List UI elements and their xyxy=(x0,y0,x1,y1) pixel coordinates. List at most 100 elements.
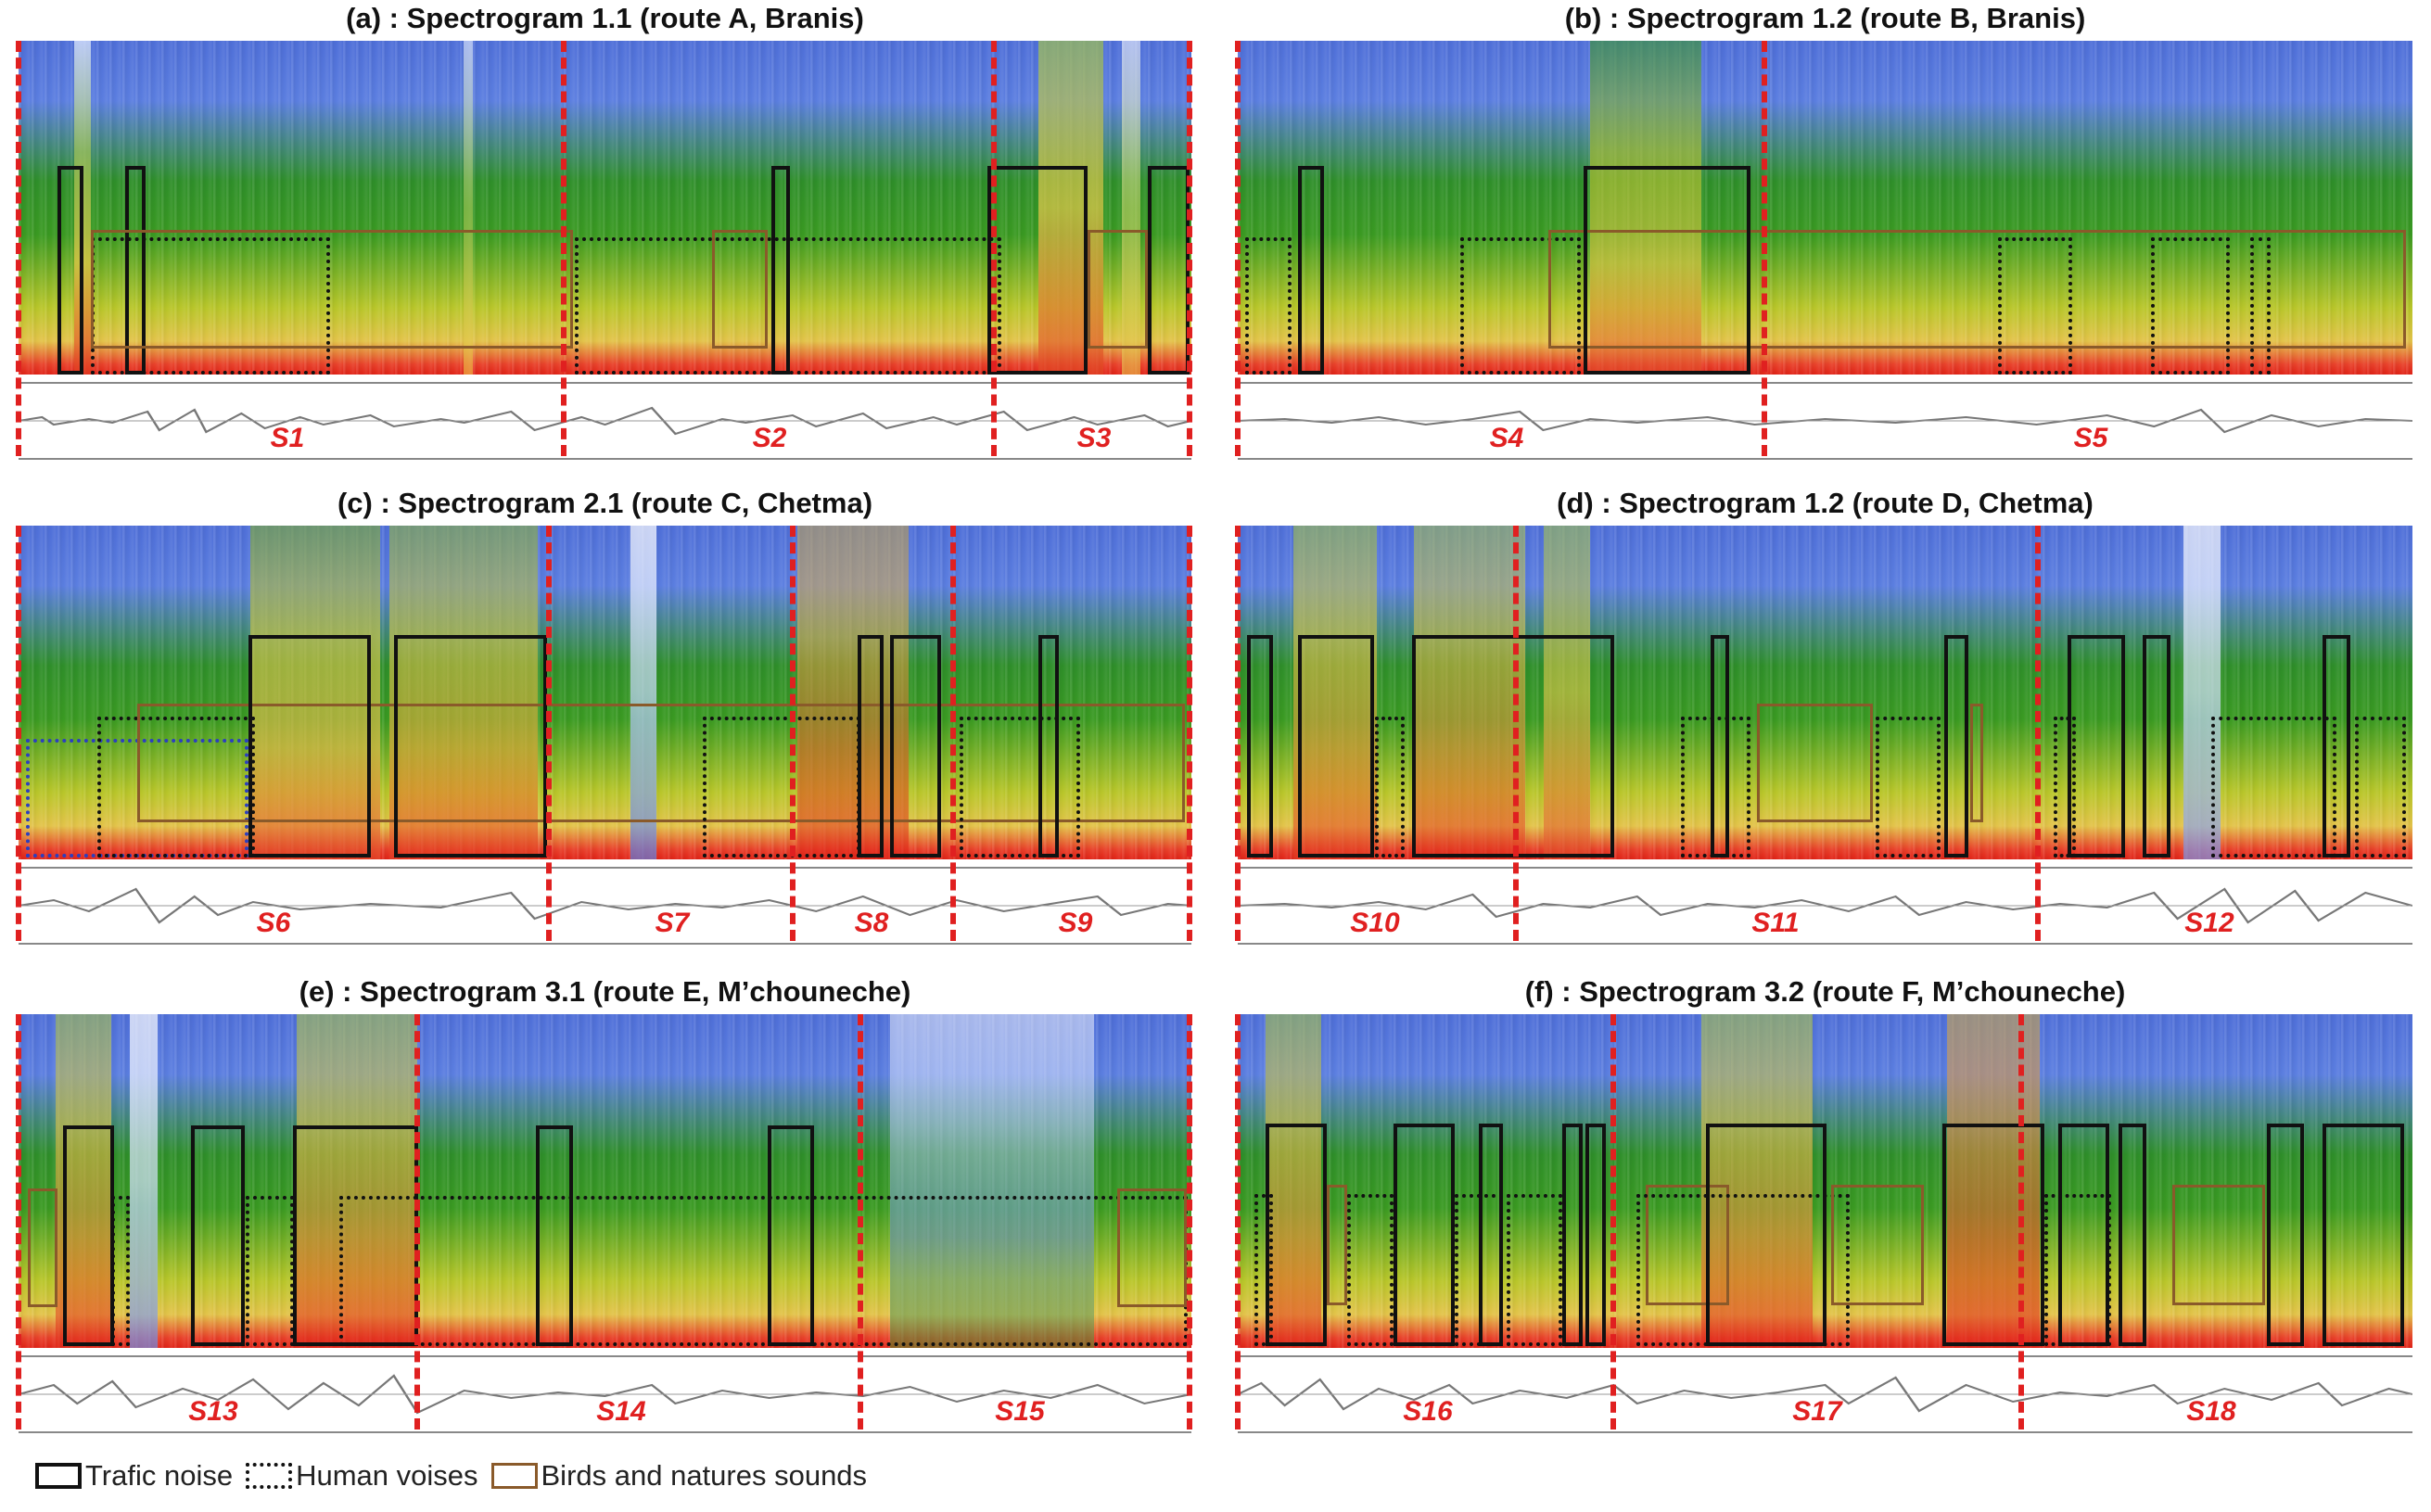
segment-label: S18 xyxy=(2186,1396,2236,1427)
human-box xyxy=(1245,237,1292,375)
human-box xyxy=(2250,237,2271,375)
segment-label: S3 xyxy=(1076,423,1112,453)
traffic-box xyxy=(394,635,547,858)
human-swatch xyxy=(246,1463,293,1489)
legend-label: Trafic noise xyxy=(85,1459,234,1492)
traffic-box xyxy=(1298,635,1374,858)
panel-e: (e) : Spectrogram 3.1 (route E, M’choune… xyxy=(16,973,1192,1437)
panel-f: (f) : Spectrogram 3.2 (route F, M’choune… xyxy=(1235,973,2412,1437)
legend-item-traffic: Trafic noise xyxy=(35,1459,233,1493)
spectrogram xyxy=(1238,526,2412,859)
traffic-box xyxy=(1944,635,1968,858)
panel-d: (d) : Spectrogram 1.2 (route D, Chetma) … xyxy=(1235,485,2412,948)
spectrogram xyxy=(1238,41,2412,375)
traffic-box xyxy=(1247,635,1273,858)
segment-divider xyxy=(1610,1014,1616,1429)
human-box xyxy=(339,1196,1188,1346)
traffic-box xyxy=(1394,1124,1455,1346)
segment-label: S11 xyxy=(1751,908,1800,938)
panel-title: (b) : Spectrogram 1.2 (route B, Branis) xyxy=(1564,2,2086,34)
traffic-box xyxy=(1711,635,1729,858)
human-box xyxy=(1347,1194,1394,1346)
traffic-box xyxy=(2323,635,2350,858)
birds-swatch xyxy=(490,1463,538,1489)
human-box xyxy=(246,1196,294,1346)
human-box xyxy=(111,1196,130,1346)
birds-box xyxy=(1646,1185,1729,1305)
segment-divider xyxy=(1187,526,1192,941)
segment-label: S13 xyxy=(188,1396,238,1427)
segment-label: S15 xyxy=(995,1396,1045,1427)
segment-label: S14 xyxy=(596,1396,646,1427)
traffic-box xyxy=(768,1125,814,1346)
segment-label: S8 xyxy=(854,908,889,938)
segment-divider xyxy=(1235,526,1241,941)
segment-label: S17 xyxy=(1792,1396,1842,1427)
traffic-box xyxy=(1942,1124,2044,1346)
traffic-swatch xyxy=(35,1463,82,1489)
spectrogram xyxy=(19,526,1191,859)
segment-label: S12 xyxy=(2184,908,2234,938)
traffic-box xyxy=(2068,635,2125,858)
human-box xyxy=(2211,717,2336,858)
spectrogram xyxy=(19,1014,1191,1348)
segment-label: S9 xyxy=(1058,908,1093,938)
traffic-box xyxy=(248,635,371,858)
waveform xyxy=(19,1355,1191,1433)
panel-title: (e) : Spectrogram 3.1 (route E, M’choune… xyxy=(299,975,911,1008)
segment-label: S16 xyxy=(1403,1396,1453,1427)
birds-box xyxy=(712,230,768,349)
spectrogram xyxy=(19,41,1191,375)
waveform xyxy=(1238,382,2412,460)
traffic-box xyxy=(771,166,790,375)
panel-title: (c) : Spectrogram 2.1 (route C, Chetma) xyxy=(337,487,873,519)
panel-title: (f) : Spectrogram 3.2 (route F, M’choune… xyxy=(1524,975,2126,1008)
traffic-box xyxy=(2143,635,2170,858)
waveform xyxy=(19,867,1191,945)
segment-label: S4 xyxy=(1489,423,1524,453)
panel-title: (d) : Spectrogram 1.2 (route D, Chetma) xyxy=(1557,487,2094,519)
human-box xyxy=(2044,1194,2111,1346)
human-box xyxy=(2355,717,2406,858)
segment-divider xyxy=(546,526,552,941)
human-box xyxy=(960,717,1080,858)
segment-divider xyxy=(1187,1014,1192,1429)
segment-divider xyxy=(2018,1014,2024,1429)
traffic-box xyxy=(57,166,83,375)
traffic-box xyxy=(2323,1124,2404,1346)
traffic-box xyxy=(1148,166,1190,375)
birds-box xyxy=(91,230,573,349)
birds-box xyxy=(1548,230,2406,349)
segment-label: S1 xyxy=(270,423,305,453)
segment-label: S5 xyxy=(2073,423,2108,453)
traffic-box xyxy=(987,166,1088,375)
legend: Trafic noise Human voises Birds and natu… xyxy=(35,1455,880,1496)
segment-divider xyxy=(16,1014,21,1429)
traffic-box xyxy=(858,635,884,858)
birds-box xyxy=(1327,1185,1347,1305)
human-box xyxy=(1254,1194,1273,1346)
segment-divider xyxy=(16,41,21,456)
segment-label: S6 xyxy=(256,908,291,938)
segment-divider xyxy=(991,41,997,456)
traffic-box xyxy=(1266,1124,1327,1346)
segment-divider xyxy=(1513,526,1519,941)
traffic-box xyxy=(1585,1124,1606,1346)
traffic-box xyxy=(2267,1124,2304,1346)
traffic-box xyxy=(1706,1124,1826,1346)
legend-label: Birds and natures sounds xyxy=(541,1459,868,1492)
birds-box xyxy=(1088,230,1148,349)
traffic-box xyxy=(890,635,941,858)
human-box xyxy=(2054,717,2076,858)
birds-box xyxy=(28,1188,57,1307)
traffic-box xyxy=(1562,1124,1583,1346)
segment-divider xyxy=(1235,1014,1241,1429)
spectrogram xyxy=(1238,1014,2412,1348)
human-box xyxy=(1375,717,1405,858)
birds-box xyxy=(1970,704,1983,822)
segment-divider xyxy=(790,526,795,941)
panel-title: (a) : Spectrogram 1.1 (route A, Branis) xyxy=(346,2,864,34)
birds-box xyxy=(1757,704,1873,822)
human-box xyxy=(703,717,860,858)
traffic-box xyxy=(1584,166,1750,375)
